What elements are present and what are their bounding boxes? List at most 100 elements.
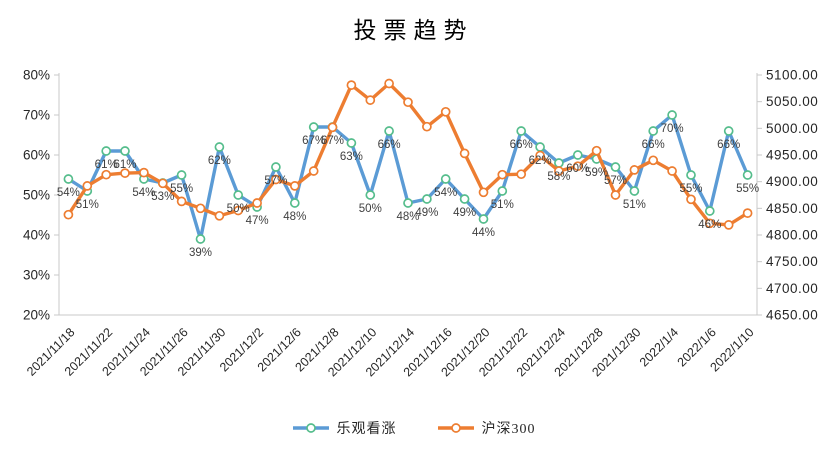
data-label: 51% (491, 199, 514, 211)
series-bullish-marker (120, 146, 130, 156)
right-axis-tick-label: 4650.00 (766, 308, 818, 323)
series-bullish-marker (346, 138, 357, 148)
series-bullish-marker (648, 126, 659, 136)
x-axis-tick-label: 2022/1/4 (637, 325, 681, 369)
data-label: 48% (283, 211, 306, 223)
left-axis-tick-label: 30% (23, 268, 50, 283)
series-csi300-marker (214, 210, 225, 221)
data-label: 66% (717, 139, 740, 151)
data-label: 55% (170, 183, 193, 195)
data-label: 53% (151, 191, 174, 203)
legend-label-bullish: 乐观看涨 (336, 422, 397, 437)
left-axis-tick-label: 80% (23, 68, 50, 83)
data-label: 54% (132, 187, 155, 199)
data-label: 55% (736, 183, 759, 195)
series-csi300-marker (648, 155, 659, 166)
data-label: 54% (434, 187, 457, 199)
series-csi300-marker (233, 205, 244, 216)
series-csi300-marker (403, 97, 413, 108)
series-csi300-marker (289, 181, 300, 191)
data-label: 57% (604, 175, 627, 187)
chart-title: 投票趋势 (353, 18, 474, 43)
series-bullish-marker (516, 126, 527, 136)
data-label: 48% (396, 211, 419, 223)
series-csi300-marker (497, 169, 508, 180)
series-bullish-marker (195, 234, 206, 244)
data-label: 55% (679, 183, 702, 195)
series-bullish-marker (554, 158, 564, 168)
series-csi300-marker (327, 122, 338, 133)
series-bullish-marker (742, 170, 753, 180)
data-label: 59% (585, 167, 608, 179)
series-bullish-marker (101, 146, 112, 156)
series-csi300-marker (422, 121, 432, 132)
series-bullish-marker (384, 126, 394, 136)
legend-item-bullish: 乐观看涨 (292, 418, 397, 438)
data-label: 51% (76, 199, 99, 211)
data-label: 67% (302, 135, 325, 147)
series-csi300-marker (308, 166, 319, 176)
right-axis-tick-label: 4750.00 (766, 254, 818, 269)
x-axis: 2021/11/182021/11/222021/11/242021/11/26… (24, 325, 757, 379)
data-label: 39% (189, 247, 212, 259)
series-csi300-marker (629, 165, 640, 175)
series-bullish-marker (365, 190, 376, 200)
series-csi300-marker (252, 198, 262, 208)
series-bullish-marker (723, 126, 734, 136)
series-csi300-marker (346, 80, 357, 90)
data-label: 49% (453, 207, 476, 219)
right-axis: 5100.00 5050.00 5000.00 4950.00 4900.00 4850.… (757, 68, 818, 323)
series-csi300 (63, 78, 753, 230)
series-csi300-marker (667, 166, 677, 176)
right-axis-tick-label: 4950.00 (766, 148, 818, 163)
data-label: 50% (359, 203, 382, 215)
data-label: 44% (472, 227, 495, 239)
data-label: 51% (623, 199, 646, 211)
series-csi300-marker (686, 194, 696, 205)
data-label: 58% (547, 171, 570, 183)
series-bullish-marker (176, 170, 187, 180)
right-axis-tick-label: 4900.00 (766, 174, 818, 189)
left-axis-tick-label: 50% (23, 188, 50, 203)
series-csi300-marker (384, 78, 394, 89)
series-bullish-marker (403, 198, 413, 208)
series-csi300-marker (63, 209, 74, 220)
series-bullish-marker (440, 174, 451, 184)
right-axis-tick-label: 4700.00 (766, 281, 818, 296)
data-label: 61% (95, 159, 118, 171)
series-csi300-marker (572, 161, 583, 172)
series-csi300-marker (742, 208, 753, 218)
series-csi300-marker (157, 178, 168, 189)
right-axis-tick-label: 4800.00 (766, 228, 818, 243)
data-label: 66% (378, 139, 401, 151)
series-bullish-marker (271, 162, 281, 172)
series-csi300-marker (271, 174, 281, 185)
left-axis-tick-label: 20% (23, 308, 50, 323)
series-bullish-marker (535, 142, 545, 152)
series-csi300-marker (195, 203, 206, 214)
series-bullish-marker (497, 186, 508, 196)
series-csi300-marker (365, 95, 376, 105)
data-label: 50% (227, 203, 250, 215)
series-csi300-marker (554, 166, 564, 176)
left-axis: 80% 70% 60% 50% 40% 30% 20% (23, 68, 59, 323)
series-csi300-marker (723, 220, 734, 230)
series-csi300-marker (535, 150, 545, 161)
data-label: 54% (57, 187, 80, 199)
right-axis-tick-label: 4850.00 (766, 201, 818, 216)
series-bullish-marker (63, 174, 74, 184)
series-bullish-marker (214, 142, 225, 152)
right-axis-tick-label: 5100.00 (766, 68, 818, 83)
series-bullish-labels: 54%51%61%61%54%53%55%39%62%50%47%57%48%6… (57, 123, 759, 259)
left-axis-tick-label: 70% (23, 108, 50, 123)
legend-label-csi300: 沪深300 (481, 422, 536, 437)
series-csi300-marker (120, 168, 130, 178)
series-bullish-marker (686, 170, 696, 180)
series-csi300-marker (176, 196, 187, 207)
series-csi300-marker (440, 106, 451, 117)
series-bullish-marker (233, 190, 244, 200)
chart-legend: 乐观看涨 沪深300 (0, 418, 827, 438)
right-axis-tick-label: 5050.00 (766, 94, 818, 109)
